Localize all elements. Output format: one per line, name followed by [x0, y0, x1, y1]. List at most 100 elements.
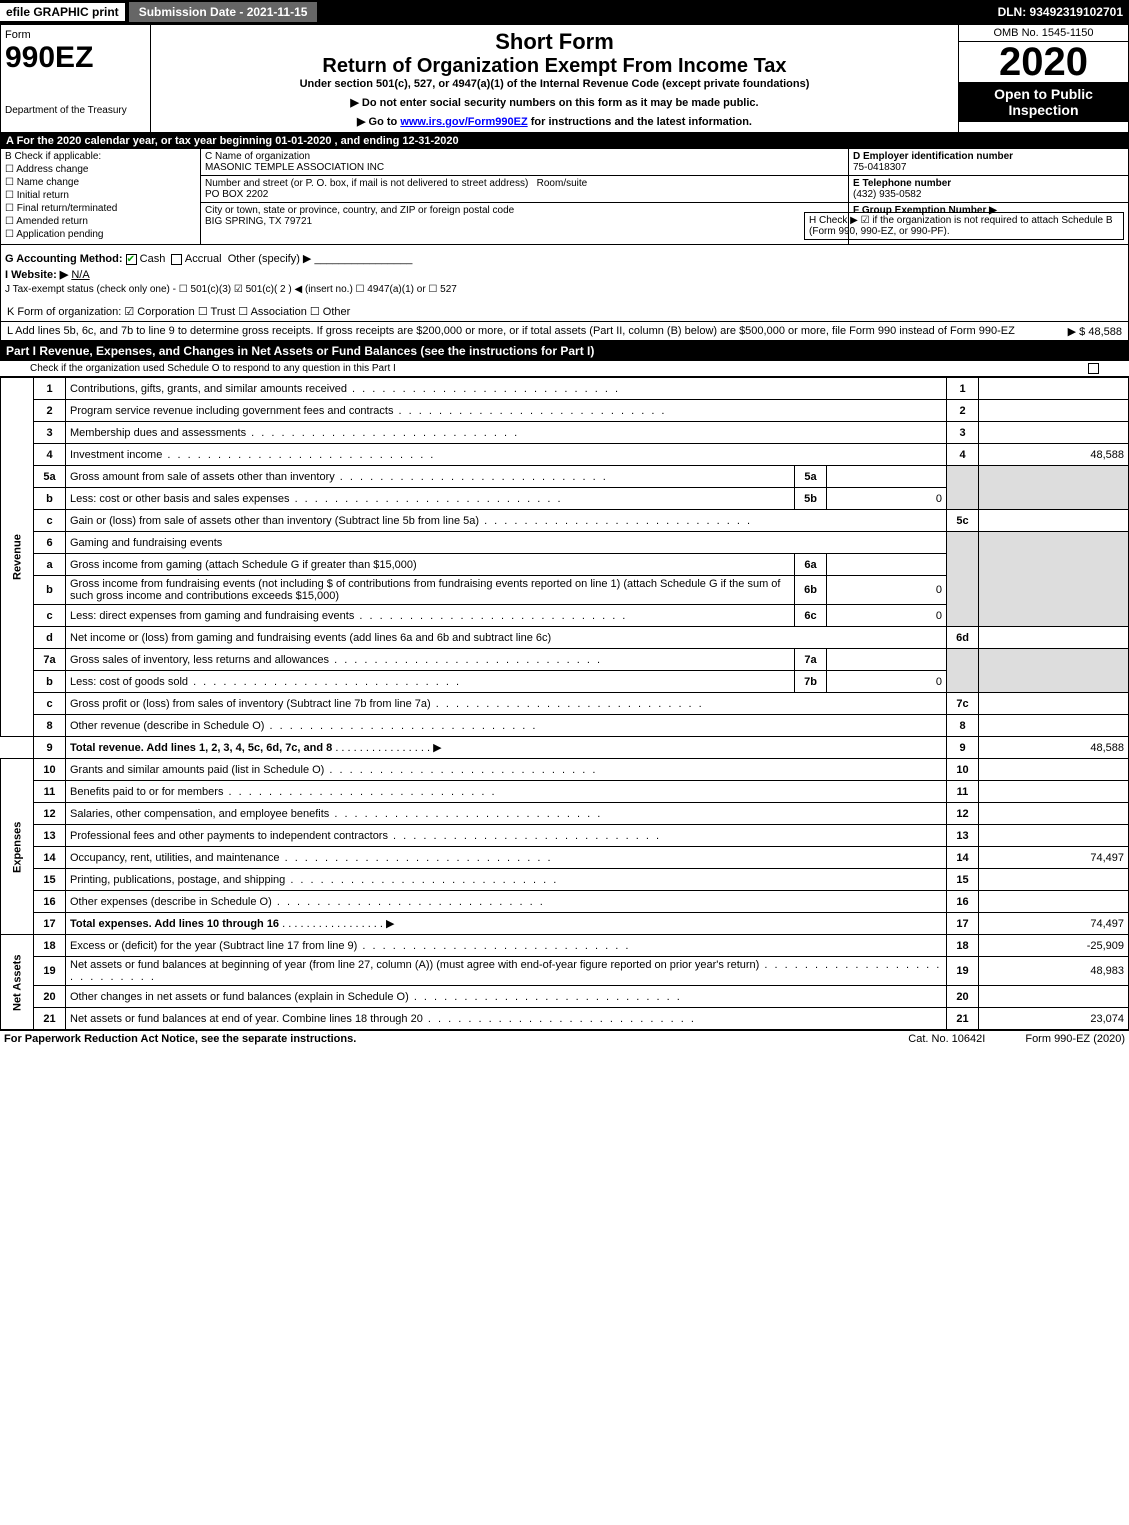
l19-val: 48,983: [979, 957, 1129, 986]
l19-num: 19: [34, 957, 66, 986]
l1-val: [979, 378, 1129, 400]
i-value: N/A: [71, 269, 89, 281]
l13-num: 13: [34, 825, 66, 847]
ssn-note: ▶ Do not enter social security numbers o…: [155, 96, 954, 109]
l7c-val: [979, 693, 1129, 715]
l4-desc: Investment income: [66, 444, 947, 466]
l7a-sv: [827, 649, 947, 671]
l12-num: 12: [34, 803, 66, 825]
l15-rnum: 15: [947, 869, 979, 891]
part1-sub-text: Check if the organization used Schedule …: [30, 363, 396, 374]
part1-sub: Check if the organization used Schedule …: [0, 361, 1129, 377]
short-form-label: Short Form: [155, 29, 954, 55]
l9-desc: Total revenue. Add lines 1, 2, 3, 4, 5c,…: [66, 737, 947, 759]
l5b-num: b: [34, 488, 66, 510]
l18-rnum: 18: [947, 935, 979, 957]
k-line: K Form of organization: ☑ Corporation ☐ …: [0, 302, 1129, 322]
g-accrual-check: [171, 254, 182, 265]
form-subtitle: Under section 501(c), 527, or 4947(a)(1)…: [155, 78, 954, 90]
l14-rnum: 14: [947, 847, 979, 869]
l6c-sv: 0: [827, 605, 947, 627]
l6a-num: a: [34, 554, 66, 576]
l2-val: [979, 400, 1129, 422]
part1-table: Revenue 1 Contributions, gifts, grants, …: [0, 377, 1129, 1030]
netassets-label: Net Assets: [1, 935, 34, 1030]
l20-num: 20: [34, 986, 66, 1008]
top-bar: efile GRAPHIC print Submission Date - 20…: [0, 0, 1129, 24]
l16-rnum: 16: [947, 891, 979, 913]
l7b-sn: 7b: [795, 671, 827, 693]
l21-rnum: 21: [947, 1008, 979, 1030]
l6b-num: b: [34, 576, 66, 605]
l10-val: [979, 759, 1129, 781]
l5b-sn: 5b: [795, 488, 827, 510]
l7-shade: [947, 649, 979, 693]
l3-val: [979, 422, 1129, 444]
l20-desc: Other changes in net assets or fund bala…: [66, 986, 947, 1008]
irs-link[interactable]: www.irs.gov/Form990EZ: [400, 116, 527, 128]
l19-rnum: 19: [947, 957, 979, 986]
i-label: I Website: ▶: [5, 269, 68, 281]
form-label: Form: [5, 29, 146, 41]
l-line: L Add lines 5b, 6c, and 7b to line 9 to …: [0, 322, 1129, 341]
l7a-sn: 7a: [795, 649, 827, 671]
l-amount: ▶ $ 48,588: [1068, 325, 1122, 338]
l12-rnum: 12: [947, 803, 979, 825]
g-label: G Accounting Method:: [5, 253, 123, 265]
footer-right: Form 990-EZ (2020): [1025, 1033, 1125, 1045]
g-cash-check: [126, 254, 137, 265]
l17-val: 74,497: [979, 913, 1129, 935]
d-ein-label: D Employer identification number: [853, 151, 1013, 162]
l15-desc: Printing, publications, postage, and shi…: [66, 869, 947, 891]
l12-val: [979, 803, 1129, 825]
l16-desc: Other expenses (describe in Schedule O): [66, 891, 947, 913]
section-d: D Employer identification number 75-0418…: [848, 149, 1128, 244]
l7-shade-val: [979, 649, 1129, 693]
footer-left: For Paperwork Reduction Act Notice, see …: [4, 1033, 356, 1045]
footer-center: Cat. No. 10642I: [908, 1033, 985, 1045]
g-cash: Cash: [140, 253, 166, 265]
l18-val: -25,909: [979, 935, 1129, 957]
l8-rnum: 8: [947, 715, 979, 737]
l5b-desc: Less: cost or other basis and sales expe…: [66, 488, 795, 510]
l1-desc: Contributions, gifts, grants, and simila…: [66, 378, 947, 400]
l8-num: 8: [34, 715, 66, 737]
l6b-desc: Gross income from fundraising events (no…: [66, 576, 795, 605]
l7a-num: 7a: [34, 649, 66, 671]
l2-desc: Program service revenue including govern…: [66, 400, 947, 422]
l20-rnum: 20: [947, 986, 979, 1008]
l3-num: 3: [34, 422, 66, 444]
l15-val: [979, 869, 1129, 891]
l6a-sn: 6a: [795, 554, 827, 576]
l7c-num: c: [34, 693, 66, 715]
g-line: G Accounting Method: Cash Accrual Other …: [5, 252, 1124, 265]
l7b-desc: Less: cost of goods sold: [66, 671, 795, 693]
city-row: City or town, state or province, country…: [201, 203, 848, 229]
l13-desc: Professional fees and other payments to …: [66, 825, 947, 847]
l11-num: 11: [34, 781, 66, 803]
l10-num: 10: [34, 759, 66, 781]
l2-rnum: 2: [947, 400, 979, 422]
l6-num: 6: [34, 532, 66, 554]
l5a-num: 5a: [34, 466, 66, 488]
efile-label: efile GRAPHIC print: [0, 3, 125, 21]
l6d-num: d: [34, 627, 66, 649]
l15-num: 15: [34, 869, 66, 891]
form-title: Return of Organization Exempt From Incom…: [155, 55, 954, 78]
c-name: MASONIC TEMPLE ASSOCIATION INC: [205, 162, 844, 173]
open-public: Open to Public Inspection: [959, 82, 1128, 122]
l17-rnum: 17: [947, 913, 979, 935]
header-left: Form 990EZ Department of the Treasury: [1, 25, 151, 132]
l5a-sv: [827, 466, 947, 488]
l7b-num: b: [34, 671, 66, 693]
g-other: Other (specify) ▶: [228, 253, 312, 265]
l14-num: 14: [34, 847, 66, 869]
l7c-rnum: 7c: [947, 693, 979, 715]
l12-desc: Salaries, other compensation, and employ…: [66, 803, 947, 825]
addr-row: Number and street (or P. O. box, if mail…: [201, 176, 848, 203]
l3-desc: Membership dues and assessments: [66, 422, 947, 444]
tax-year: 2020: [959, 42, 1128, 82]
d-ein: 75-0418307: [853, 162, 906, 173]
l5a-desc: Gross amount from sale of assets other t…: [66, 466, 795, 488]
d-tel: (432) 935-0582: [853, 189, 921, 200]
